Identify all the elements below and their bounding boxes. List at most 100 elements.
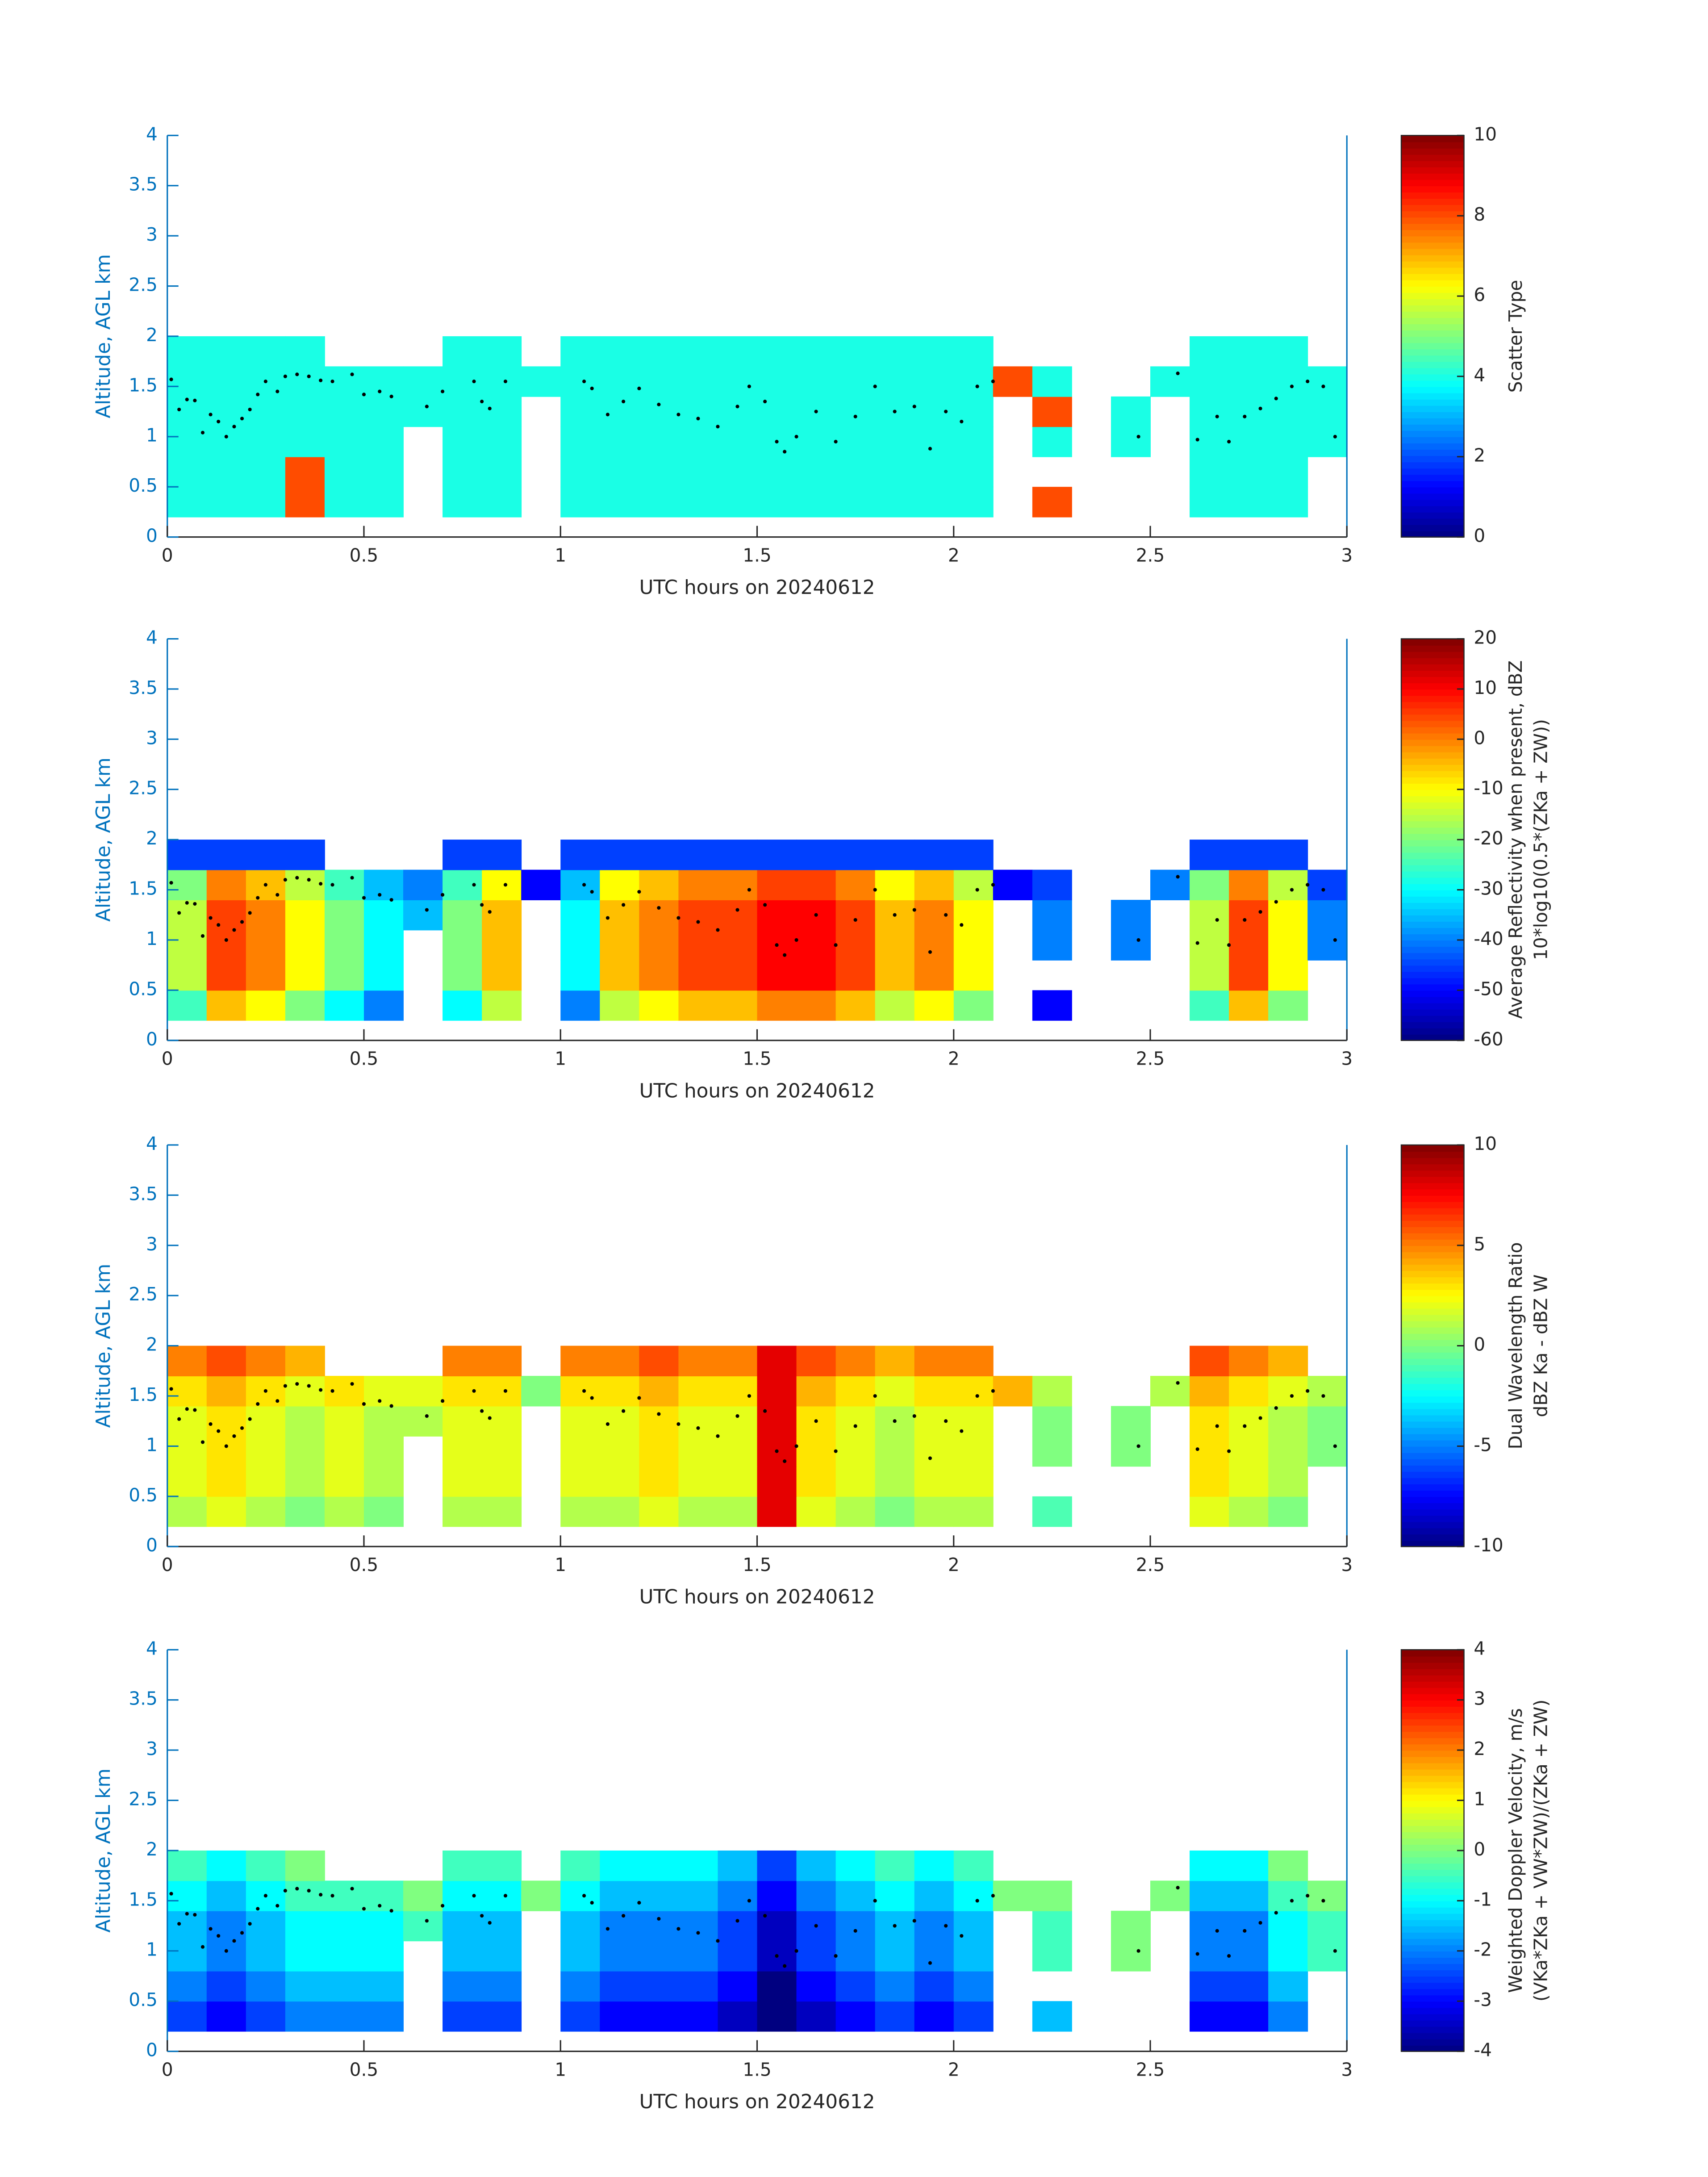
colorbar-tick-label: 0 [1474, 1839, 1485, 1860]
heatmap-cell [639, 840, 679, 870]
heatmap-cell [600, 396, 640, 427]
colorbar-segment [1401, 135, 1464, 142]
colorbar-segment [1401, 1264, 1464, 1271]
dot [1243, 1424, 1247, 1428]
heatmap-cell [206, 960, 246, 991]
heatmap-cell [1229, 1496, 1269, 1527]
dot [295, 1887, 299, 1891]
dot [362, 896, 366, 900]
heatmap-cell [443, 1436, 483, 1467]
colorbar-segment [1401, 758, 1464, 765]
dot [696, 920, 700, 924]
colorbar-tick-label: -60 [1474, 1028, 1503, 1050]
dot [606, 1927, 610, 1931]
heatmap-cell [718, 456, 758, 488]
dot [873, 888, 877, 892]
dot [193, 398, 197, 402]
colorbar-segment [1401, 739, 1464, 746]
heatmap-cell [324, 396, 364, 427]
heatmap-cell [718, 990, 758, 1021]
colorbar-segment [1401, 2020, 1464, 2027]
heatmap-cell [639, 1941, 679, 1972]
colorbar-segment [1401, 487, 1464, 494]
heatmap-cell [560, 2001, 601, 2032]
y-tick-label: 2 [146, 1839, 158, 1860]
colorbar-segment [1401, 1907, 1464, 1914]
heatmap-cell [914, 900, 954, 931]
heatmap-cell [560, 1880, 601, 1911]
heatmap-cell [639, 869, 679, 900]
dot [747, 888, 751, 892]
dot [330, 883, 334, 887]
dot [747, 1394, 751, 1398]
dot [441, 1904, 445, 1908]
heatmap-cell [639, 900, 679, 931]
dot [912, 1919, 916, 1923]
heatmap-cell [718, 930, 758, 961]
colorbar-segment [1401, 342, 1464, 350]
heatmap-cell [363, 1376, 404, 1407]
heatmap-cell [1229, 840, 1269, 870]
heatmap-cell [206, 1971, 246, 2002]
heatmap-cell [1150, 1880, 1190, 1911]
dot [425, 908, 429, 912]
colorbar-segment [1401, 1015, 1464, 1022]
colorbar-segment [1401, 1969, 1464, 1977]
heatmap-cell [1190, 840, 1230, 870]
dot [350, 1382, 354, 1386]
colorbar-segment [1401, 493, 1464, 500]
dot [814, 1924, 818, 1928]
heatmap-cell [482, 960, 522, 991]
heatmap-cell [167, 869, 207, 900]
x-tick-label: 3 [1341, 1048, 1353, 1069]
heatmap-cell [167, 900, 207, 931]
dot [330, 380, 334, 384]
colorbar-segment [1401, 1258, 1464, 1265]
heatmap-cell [1111, 1436, 1151, 1467]
heatmap-cell [1190, 426, 1230, 457]
heatmap-cell [482, 1345, 522, 1376]
heatmap-cell [796, 930, 836, 961]
dot [389, 1909, 393, 1913]
colorbar-segment [1401, 481, 1464, 488]
heatmap-cell [1229, 487, 1269, 518]
dot [200, 934, 205, 938]
heatmap-cell [206, 456, 246, 488]
colorbar-segment [1401, 1813, 1464, 1820]
colorbar-segment [1401, 1233, 1464, 1240]
colorbar-segment [1401, 833, 1464, 840]
colorbar-segment [1401, 449, 1464, 456]
y-tick-label: 3.5 [129, 174, 158, 195]
heatmap-cell [167, 1880, 207, 1911]
dot [319, 882, 323, 886]
y-tick-label: 2 [146, 827, 158, 849]
heatmap-cell [403, 366, 443, 397]
dot [622, 1914, 626, 1918]
heatmap-cell [206, 1496, 246, 1527]
colorbar-segment [1401, 871, 1464, 878]
heatmap-cell [835, 396, 876, 427]
colorbar-segment [1401, 1662, 1464, 1669]
heatmap-cell [718, 487, 758, 518]
colorbar-segment [1401, 405, 1464, 412]
heatmap-cell [403, 1406, 443, 1437]
colorbar-tick-label: 1 [1474, 1788, 1485, 1810]
colorbar-segment [1401, 1226, 1464, 1233]
heatmap-cell [1229, 990, 1269, 1021]
y-tick-label: 2.5 [129, 274, 158, 296]
heatmap-cell [363, 1971, 404, 2002]
colorbar-segment [1401, 1201, 1464, 1208]
colorbar-segment [1401, 1176, 1464, 1183]
heatmap-cell [1307, 930, 1348, 961]
colorbar-segment [1401, 1009, 1464, 1016]
x-tick-label: 1.5 [743, 1554, 772, 1575]
heatmap-cell [914, 990, 954, 1021]
heatmap-cell [993, 1376, 1033, 1407]
x-tick-label: 0.5 [350, 1048, 379, 1069]
dot [735, 1414, 739, 1418]
colorbar-segment [1401, 865, 1464, 872]
heatmap-cell [443, 1345, 483, 1376]
heatmap-cell [560, 1941, 601, 1972]
heatmap-cell [639, 2001, 679, 2032]
y-tick-label: 3.5 [129, 1688, 158, 1709]
